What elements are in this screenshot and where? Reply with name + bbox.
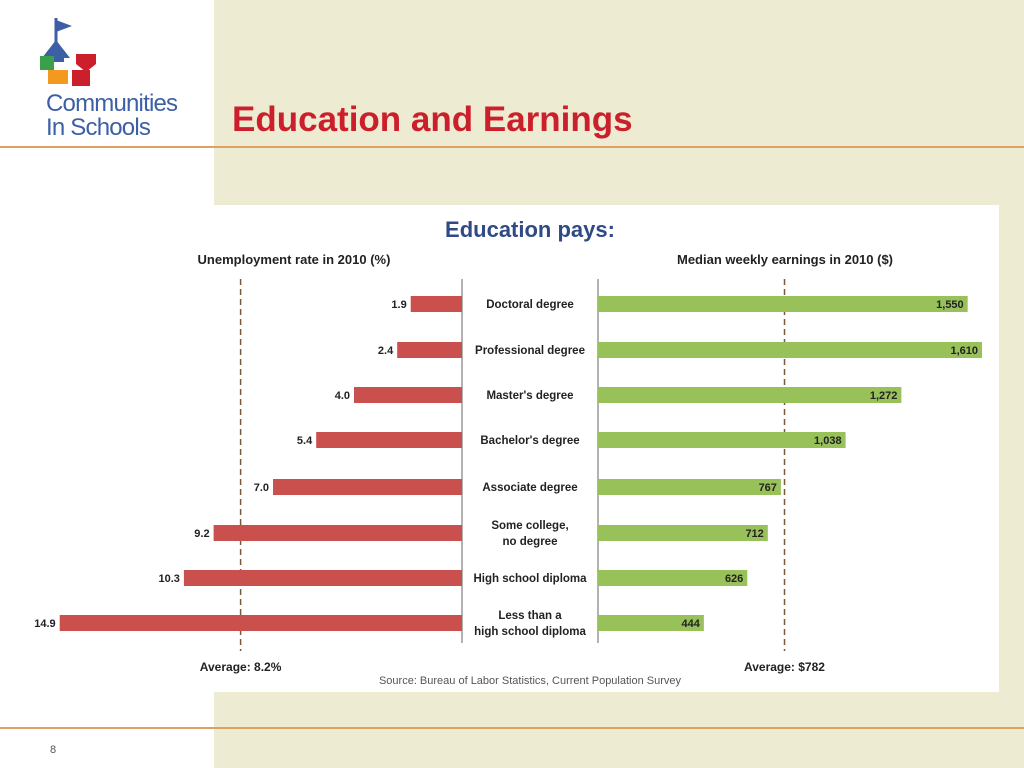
category-label: no degree — [503, 536, 558, 548]
earnings-value-label: 1,550 — [936, 299, 964, 311]
earnings-bar — [598, 387, 902, 403]
logo-text: Communities In Schools — [46, 90, 178, 141]
unemployment-value-label: 7.0 — [254, 482, 269, 494]
earnings-value-label: 1,610 — [950, 345, 978, 357]
category-label: Less than a — [498, 610, 562, 622]
earnings-value-label: 767 — [759, 482, 777, 494]
earnings-bar — [598, 479, 781, 495]
earnings-value-label: 1,038 — [814, 435, 842, 447]
unemployment-value-label: 5.4 — [297, 435, 313, 447]
earnings-bar — [598, 525, 768, 541]
logo-icon — [30, 14, 200, 144]
unemployment-bar — [410, 296, 462, 312]
earnings-bar — [598, 615, 704, 631]
footer-rule — [0, 727, 1024, 729]
left-axis-title: Unemployment rate in 2010 (%) — [198, 252, 391, 267]
category-label: High school diploma — [473, 573, 587, 585]
logo-line-1: Communities — [46, 90, 178, 117]
chart-panel: Education pays: Unemployment rate in 2010… — [0, 205, 999, 692]
chart-title: Education pays: — [445, 217, 615, 242]
earnings-bar — [598, 342, 982, 358]
earnings-value-label: 712 — [745, 528, 763, 540]
unemployment-bar — [59, 615, 462, 631]
page-number: 8 — [50, 744, 57, 756]
category-label: Doctoral degree — [486, 299, 574, 311]
earnings-value-label: 1,272 — [870, 390, 898, 402]
category-label: Associate degree — [482, 482, 577, 494]
category-label: Professional degree — [475, 345, 585, 357]
category-label: high school diploma — [474, 626, 586, 638]
unemployment-bar — [316, 432, 462, 448]
unemployment-bar — [273, 479, 462, 495]
category-label: Some college, — [491, 520, 568, 532]
source-note: Source: Bureau of Labor Statistics, Curr… — [379, 675, 682, 687]
unemployment-bar — [354, 387, 462, 403]
right-average-label: Average: $782 — [744, 660, 825, 674]
unemployment-value-label: 10.3 — [158, 573, 179, 585]
left-average-label: Average: 8.2% — [200, 660, 282, 674]
unemployment-value-label: 1.9 — [391, 299, 406, 311]
unemployment-value-label: 4.0 — [335, 390, 350, 402]
earnings-value-label: 626 — [725, 573, 743, 585]
unemployment-value-label: 2.4 — [378, 345, 394, 357]
unemployment-value-label: 14.9 — [34, 618, 55, 630]
unemployment-bar — [397, 342, 462, 358]
unemployment-value-label: 9.2 — [194, 528, 209, 540]
logo-line-2: In Schools — [46, 114, 151, 141]
right-axis-title: Median weekly earnings in 2010 ($) — [677, 252, 893, 267]
category-label: Bachelor's degree — [480, 435, 579, 447]
earnings-bar — [598, 296, 968, 312]
category-label: Master's degree — [486, 390, 573, 402]
unemployment-bar — [183, 570, 462, 586]
header-rule — [0, 146, 1024, 148]
education-pays-chart: Education pays: Unemployment rate in 2010… — [34, 217, 982, 687]
earnings-value-label: 444 — [682, 618, 701, 630]
unemployment-bar — [213, 525, 462, 541]
slide-title: Education and Earnings — [232, 100, 633, 139]
earnings-bar — [598, 432, 846, 448]
earnings-bar — [598, 570, 748, 586]
